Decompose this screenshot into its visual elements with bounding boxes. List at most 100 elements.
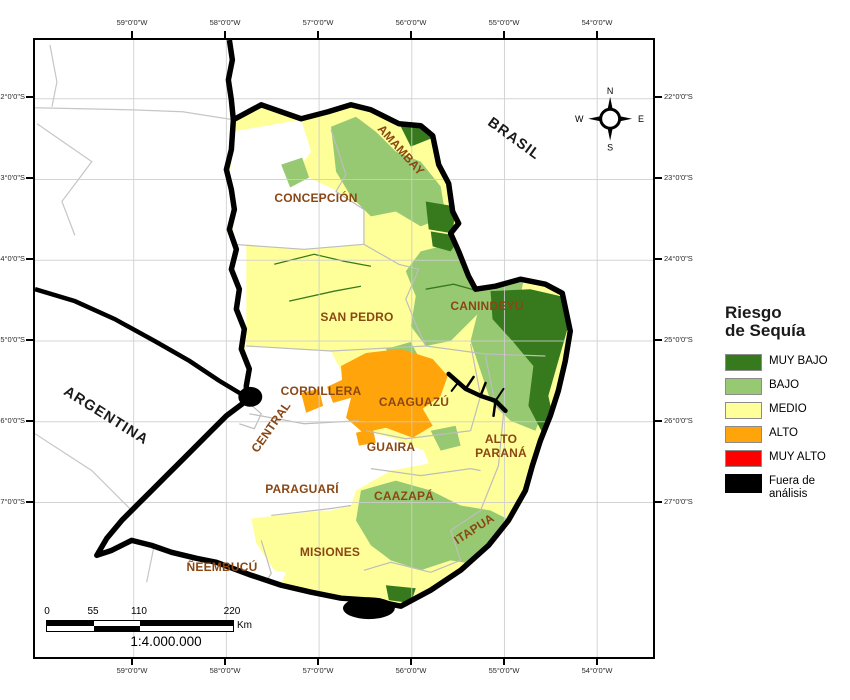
axis-label-right: 24°0'0"S xyxy=(664,254,693,263)
axis-label-bottom: 56°0'0"W xyxy=(395,666,427,675)
axis-tick xyxy=(655,420,662,422)
axis-tick xyxy=(410,31,412,38)
axis-label-top: 59°0'0"W xyxy=(116,18,148,27)
map-frame: N S W E xyxy=(33,38,655,659)
legend-item: MUY BAJO xyxy=(725,354,847,371)
axis-tick xyxy=(224,31,226,38)
yacyreta-blob xyxy=(343,597,395,620)
scale-bar-segment xyxy=(47,626,94,631)
compass-west-label: W xyxy=(575,114,584,124)
axis-tick xyxy=(317,658,319,665)
label-canindeyu: CANINDEYÚ xyxy=(450,299,524,313)
axis-label-right: 23°0'0"S xyxy=(664,173,693,182)
legend-item: ALTO xyxy=(725,426,847,443)
legend-item: Fuera de análisis xyxy=(725,474,847,500)
label-caazapa: CAAZAPÁ xyxy=(373,489,435,503)
axis-tick xyxy=(655,501,662,503)
legend-item-label: MUY BAJO xyxy=(769,355,828,367)
axis-label-right: 25°0'0"S xyxy=(664,335,693,344)
risk-fill-bajo xyxy=(281,116,546,571)
risk-fill-alto xyxy=(301,348,448,446)
legend-item-label: ALTO xyxy=(769,427,798,439)
legend-title-line1: Riesgo xyxy=(725,303,782,322)
scale-bar-segment xyxy=(140,621,233,626)
pilcomayo-river xyxy=(35,287,253,403)
legend-item-label: MUY ALTO xyxy=(769,451,826,463)
axis-tick xyxy=(26,258,33,260)
axis-label-bottom: 57°0'0"W xyxy=(302,666,334,675)
axis-label-left: 24°0'0"S xyxy=(0,254,25,263)
axis-label-left: 26°0'0"S xyxy=(0,416,25,425)
axis-label-top: 58°0'0"W xyxy=(209,18,241,27)
department-boundaries xyxy=(233,129,546,594)
scale-bar-segment xyxy=(47,621,94,626)
compass-rose: N S W E xyxy=(575,86,644,153)
legend-item: MEDIO xyxy=(725,402,847,419)
itaipu-acaray-lake xyxy=(446,371,508,418)
axis-tick xyxy=(503,658,505,665)
label-misiones: MISIONES xyxy=(299,545,361,559)
axis-tick xyxy=(596,658,598,665)
label-alto-parana: ALTO PARANÁ xyxy=(475,432,527,460)
axis-label-top: 57°0'0"W xyxy=(302,18,334,27)
axis-tick xyxy=(655,96,662,98)
axis-label-top: 56°0'0"W xyxy=(395,18,427,27)
axis-label-bottom: 59°0'0"W xyxy=(116,666,148,675)
scale-tick-label: 220 xyxy=(223,606,241,617)
axis-tick xyxy=(317,31,319,38)
scale-unit: Km xyxy=(237,620,252,631)
axis-label-bottom: 58°0'0"W xyxy=(209,666,241,675)
label-paraguari: PARAGUARÍ xyxy=(265,482,339,496)
axis-label-left: 23°0'0"S xyxy=(0,173,25,182)
compass-south-label: S xyxy=(607,143,613,153)
axis-tick xyxy=(224,658,226,665)
axis-label-bottom: 55°0'0"W xyxy=(488,666,520,675)
scale-bar-segment xyxy=(94,621,140,626)
axis-tick xyxy=(655,258,662,260)
axis-tick xyxy=(26,177,33,179)
scale-ratio: 1:4.000.000 xyxy=(130,634,202,649)
legend-title-line2: de Sequía xyxy=(725,321,806,340)
legend-item: MUY ALTO xyxy=(725,450,847,467)
label-caaguazu: CAAGUAZÚ xyxy=(378,395,450,409)
label-guaira: GUAIRA xyxy=(366,440,416,454)
axis-label-left: 22°0'0"S xyxy=(0,92,25,101)
axis-label-top: 55°0'0"W xyxy=(488,18,520,27)
no-data-west xyxy=(223,119,364,347)
compass-north-label: N xyxy=(607,86,613,96)
legend-swatch-medio xyxy=(725,402,762,419)
axis-tick xyxy=(131,658,133,665)
legend: Riesgo de Sequía MUY BAJO BAJO MEDIO ALT… xyxy=(725,304,847,507)
axis-tick xyxy=(26,420,33,422)
legend-swatch-muy-alto xyxy=(725,450,762,467)
axis-label-left: 25°0'0"S xyxy=(0,335,25,344)
legend-swatch-bajo xyxy=(725,378,762,395)
legend-swatch-fuera-de-analisis xyxy=(725,474,762,493)
legend-item-label: Fuera de análisis xyxy=(769,475,816,500)
axis-tick xyxy=(26,96,33,98)
axis-label-right: 27°0'0"S xyxy=(664,497,693,506)
scale-tick-label: 0 xyxy=(44,606,50,617)
axis-label-right: 26°0'0"S xyxy=(664,416,693,425)
scale-bar xyxy=(46,620,234,632)
axis-tick xyxy=(26,339,33,341)
label-concepcion: CONCEPCIÓN xyxy=(274,191,358,205)
axis-label-top: 54°0'0"W xyxy=(581,18,613,27)
legend-item: BAJO xyxy=(725,378,847,395)
axis-tick xyxy=(655,339,662,341)
legend-items: MUY BAJO BAJO MEDIO ALTO MUY ALTO Fuera … xyxy=(725,354,847,500)
scale-bar-segment xyxy=(140,626,233,631)
axis-label-right: 22°0'0"S xyxy=(664,92,693,101)
scale-tick-label: 55 xyxy=(87,606,99,617)
axis-label-bottom: 54°0'0"W xyxy=(581,666,613,675)
legend-item-label: MEDIO xyxy=(769,403,807,415)
axis-tick xyxy=(131,31,133,38)
axis-tick xyxy=(410,658,412,665)
region-outline xyxy=(94,102,574,609)
asuncion-area-blob xyxy=(238,386,263,407)
label-san-pedro: SAN PEDRO xyxy=(320,310,394,324)
axis-tick xyxy=(26,501,33,503)
axis-tick xyxy=(596,31,598,38)
compass-east-label: E xyxy=(638,114,644,124)
